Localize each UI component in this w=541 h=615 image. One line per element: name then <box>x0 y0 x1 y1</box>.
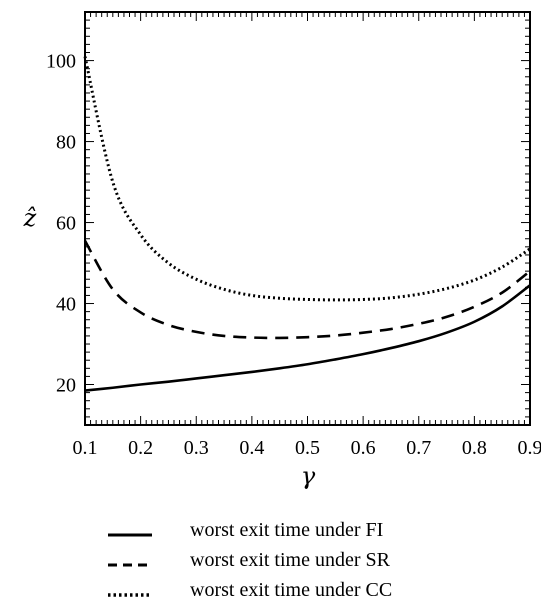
x-tick-label: 0.2 <box>128 437 153 459</box>
legend: worst exit time under FI worst exit time … <box>108 519 392 601</box>
y-tick-label: 100 <box>46 51 76 73</box>
x-tick-label: 0.8 <box>462 437 487 459</box>
series-line-dashed <box>83 240 531 340</box>
legend-label: worst exit time under FI <box>190 519 383 541</box>
minor-ticks <box>84 11 531 426</box>
y-axis-label: ẑ <box>23 204 37 232</box>
x-tick-label: 0.6 <box>351 437 376 459</box>
legend-label: worst exit time under SR <box>190 549 391 571</box>
series-line-solid <box>84 284 531 392</box>
y-tick-label: 60 <box>56 213 76 235</box>
series-line-dotted <box>83 56 531 302</box>
x-tick-label: 0.9 <box>518 437 541 459</box>
x-axis-label: γ <box>301 462 316 490</box>
legend-label: worst exit time under CC <box>190 579 392 601</box>
y-tick-label: 20 <box>56 375 76 397</box>
x-tick-label: 0.1 <box>73 437 98 459</box>
x-tick-label: 0.3 <box>184 437 209 459</box>
x-tick-label: 0.5 <box>295 437 320 459</box>
y-tick-label: 40 <box>56 294 76 316</box>
x-tick-labels: 0.1 0.2 0.3 0.4 0.5 0.6 0.7 0.8 0.9 <box>73 437 541 459</box>
x-tick-label: 0.4 <box>239 437 264 459</box>
y-tick-label: 80 <box>56 132 76 154</box>
plot-lines <box>83 56 531 392</box>
x-tick-label: 0.7 <box>406 437 431 459</box>
y-tick-labels: 20 40 60 80 100 <box>46 51 76 397</box>
